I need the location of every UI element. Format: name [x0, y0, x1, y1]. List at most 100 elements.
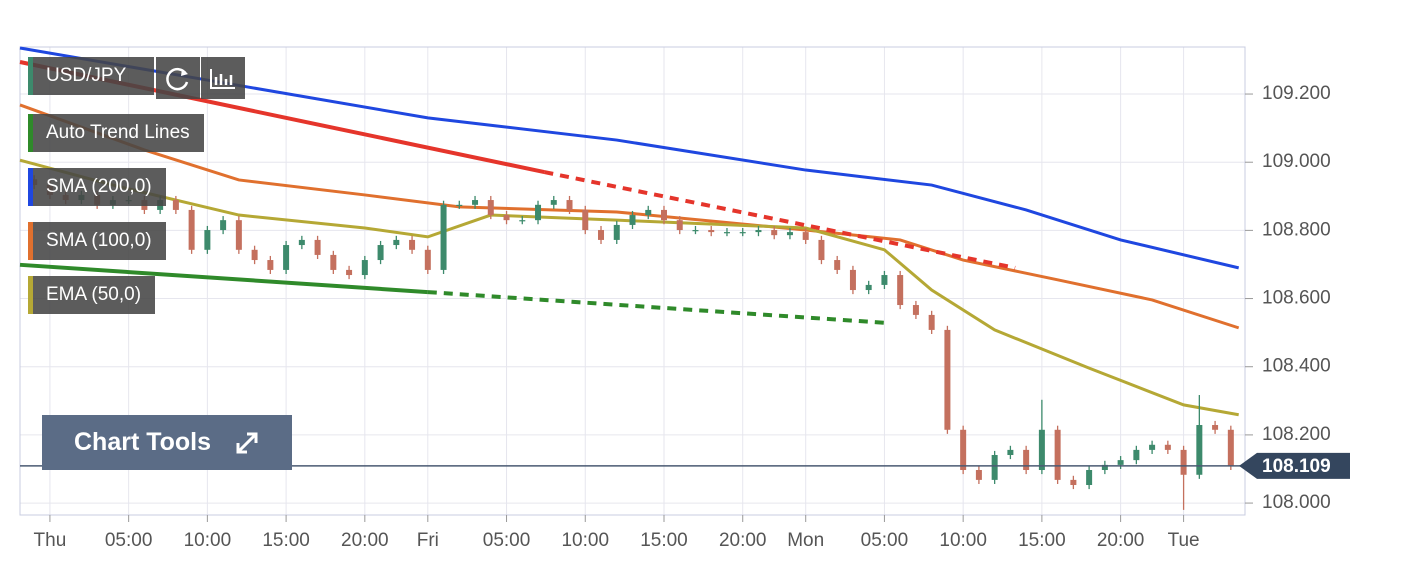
candle-body — [645, 209, 652, 216]
candle-body — [172, 200, 179, 210]
candle-body — [629, 215, 636, 225]
candle-body — [708, 230, 715, 233]
candle-body — [393, 239, 400, 246]
indicator-line — [19, 103, 1240, 330]
candle-body — [1054, 429, 1061, 480]
symbol-label[interactable]: USD/JPY — [28, 57, 154, 95]
candle-body — [1212, 425, 1219, 430]
y-tick-label: 108.800 — [1262, 219, 1331, 240]
chart-type-button[interactable] — [201, 57, 245, 99]
x-tick-label: Fri — [417, 530, 439, 551]
indicator-line — [19, 46, 1240, 270]
x-tick-label: 10:00 — [561, 530, 609, 551]
candle-body — [1196, 425, 1203, 475]
candle-body — [960, 429, 967, 471]
trend-text: Auto Trend Lines — [46, 122, 190, 143]
legend-label: SMA (100,0) — [46, 230, 152, 251]
x-tick-label: 20:00 — [341, 530, 389, 551]
candle-body — [204, 230, 211, 250]
candle-body — [220, 220, 227, 231]
x-tick-label: Tue — [1168, 530, 1200, 551]
indicator-line — [19, 158, 1239, 417]
trend-label[interactable]: Auto Trend Lines — [28, 114, 204, 152]
candle-body — [456, 204, 463, 207]
y-tick-label: 109.000 — [1262, 151, 1331, 172]
candle-body — [818, 239, 825, 261]
y-tick-label: 108.000 — [1262, 492, 1331, 513]
x-tick-label: 15:00 — [262, 530, 310, 551]
candle-body — [409, 239, 416, 250]
legend-item[interactable]: SMA (100,0) — [28, 222, 166, 260]
candle-body — [440, 204, 447, 270]
candle-body — [1117, 460, 1124, 465]
price-label: 108.109 — [1262, 456, 1331, 477]
chart-tools-button[interactable]: Chart Tools — [42, 415, 292, 470]
candle-body — [424, 249, 431, 270]
candle-body — [1070, 479, 1077, 486]
candle-body — [267, 260, 274, 270]
candle-body — [1227, 429, 1234, 466]
candle-body — [786, 232, 793, 236]
candle-body — [361, 260, 368, 276]
x-tick-label: Thu — [34, 530, 67, 551]
candle-body — [944, 329, 951, 430]
trend-line — [543, 170, 1016, 270]
candle-body — [897, 275, 904, 306]
x-tick-label: Mon — [787, 530, 824, 551]
candle-body — [865, 284, 872, 291]
legend-swatch — [28, 222, 33, 260]
y-tick-label: 108.200 — [1262, 424, 1331, 445]
candle-body — [881, 275, 888, 285]
candle-body — [314, 239, 321, 255]
candle-body — [802, 232, 809, 240]
x-tick-label: 15:00 — [1018, 530, 1066, 551]
candle-body — [1007, 449, 1014, 456]
candle-body — [912, 305, 919, 315]
candle-body — [771, 230, 778, 236]
candle-body — [1101, 464, 1108, 471]
candle-body — [1133, 449, 1140, 461]
candle-body — [235, 220, 242, 250]
refresh-icon — [166, 67, 189, 91]
price-tag — [1239, 452, 1350, 479]
candle-body — [298, 239, 305, 246]
candle-body — [1086, 470, 1093, 486]
candle-body — [377, 245, 384, 261]
legend-swatch — [28, 168, 33, 206]
refresh-button[interactable] — [156, 57, 200, 99]
candle-body — [834, 260, 841, 270]
legend-label: SMA (200,0) — [46, 176, 152, 197]
candle-body — [330, 254, 337, 270]
candle-body — [472, 200, 479, 205]
stripe — [28, 57, 33, 95]
x-tick-label: 15:00 — [640, 530, 688, 551]
x-tick-label: 05:00 — [861, 530, 909, 551]
stripe — [28, 114, 33, 152]
candle-body — [1164, 444, 1171, 450]
candle-body — [613, 224, 620, 240]
trend-line — [19, 262, 428, 295]
candle-body — [928, 314, 935, 330]
candle-body — [1180, 449, 1187, 475]
candle-body — [975, 470, 982, 480]
legend-item[interactable]: SMA (200,0) — [28, 168, 166, 206]
chart-tools-text: Chart Tools — [74, 428, 212, 456]
candle-body — [251, 249, 258, 261]
x-tick-label: 05:00 — [105, 530, 153, 551]
y-tick-label: 109.200 — [1262, 83, 1331, 104]
candle-body — [487, 200, 494, 216]
plot-border — [19, 46, 1246, 516]
legend-label: EMA (50,0) — [46, 284, 142, 305]
symbol-text: USD/JPY — [46, 65, 127, 86]
x-tick-label: 20:00 — [1097, 530, 1145, 551]
candle-body — [660, 209, 667, 221]
candle-body — [723, 232, 730, 234]
candle-body — [598, 230, 605, 240]
legend-item[interactable]: EMA (50,0) — [28, 276, 156, 314]
candle-body — [503, 215, 510, 221]
candle-body — [692, 230, 699, 232]
candle-body — [566, 200, 573, 210]
candle-body — [519, 220, 526, 222]
